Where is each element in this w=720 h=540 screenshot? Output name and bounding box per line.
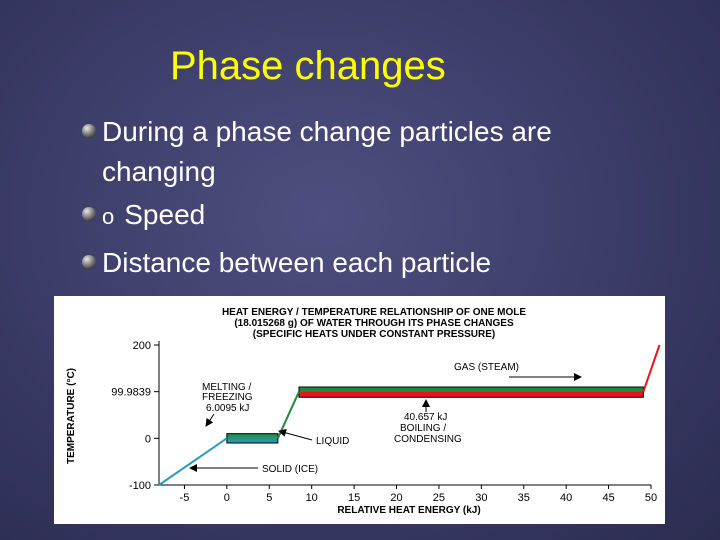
chart-title-line: (SPECIFIC HEATS UNDER CONSTANT PRESSURE) <box>253 329 495 340</box>
bullet-distance: Distance between each particle <box>102 247 492 278</box>
melting-label-line: 6.0095 kJ <box>206 403 249 414</box>
phase-band-liquid-gas <box>298 386 644 398</box>
chart-svg: HEAT ENERGY / TEMPERATURE RELATIONSHIP O… <box>66 307 661 516</box>
gas-label: GAS (STEAM) <box>454 362 519 373</box>
y-axis-label: TEMPERATURE (°C) <box>66 368 77 464</box>
slide-title: Phase changes <box>170 44 446 88</box>
phase-change-chart: HEAT ENERGY / TEMPERATURE RELATIONSHIP O… <box>54 296 665 524</box>
x-tick-label: 40 <box>560 492 572 504</box>
y-tick-label: 200 <box>133 340 151 352</box>
melting-label-line: FREEZING <box>202 392 253 403</box>
curve-segment <box>642 344 661 393</box>
chart-annotations: GAS (STEAM) MELTING / FREEZING 6.0095 kJ… <box>189 362 582 475</box>
boiling-label-line: BOILING / <box>400 423 446 434</box>
x-tick-label: 0 <box>224 492 230 504</box>
boiling-label-line: CONDENSING <box>394 434 462 445</box>
chart-axes: 200 99.9839 0 -100 -5 0 5 10 15 20 25 30 35 40 45 50 <box>111 340 657 504</box>
x-tick-label: -5 <box>180 492 190 504</box>
x-tick-label: 5 <box>266 492 272 504</box>
x-tick-label: 15 <box>348 492 360 504</box>
phase-band-solid-liquid <box>226 433 279 444</box>
liquid-arrow <box>278 428 313 441</box>
boiling-label-line: 40.657 kJ <box>404 412 447 423</box>
solid-label: SOLID (ICE) <box>262 464 318 475</box>
x-axis-label: RELATIVE HEAT ENERGY (kJ) <box>337 505 480 516</box>
chart-title-line: HEAT ENERGY / TEMPERATURE RELATIONSHIP O… <box>222 307 526 318</box>
bullet-speed: o Speed <box>102 195 205 237</box>
sub-bullet-marker: o <box>102 204 115 229</box>
melting-label-line: MELTING / <box>202 382 251 393</box>
x-tick-label: 10 <box>306 492 318 504</box>
bullet-phase-change: During a phase change particles are chan… <box>102 116 552 187</box>
curve-segment <box>158 437 228 486</box>
y-tick-label: -100 <box>129 480 151 492</box>
x-tick-label: 20 <box>390 492 402 504</box>
x-tick-label: 45 <box>602 492 614 504</box>
chart-title-line: (18.015268 g) OF WATER THROUGH ITS PHASE… <box>234 318 514 329</box>
melting-arrow <box>205 413 215 427</box>
bullet-speed-label: Speed <box>124 199 206 230</box>
bullet-icon <box>82 207 96 221</box>
liquid-label: LIQUID <box>316 436 349 447</box>
y-tick-label: 99.9839 <box>111 387 151 399</box>
y-tick-label: 0 <box>145 433 151 445</box>
x-tick-label: 25 <box>433 492 445 504</box>
x-tick-label: 50 <box>645 492 657 504</box>
x-tick-label: 35 <box>518 492 530 504</box>
x-tick-label: 30 <box>475 492 487 504</box>
bullet-icon <box>82 124 96 138</box>
bullet-icon <box>82 255 96 269</box>
